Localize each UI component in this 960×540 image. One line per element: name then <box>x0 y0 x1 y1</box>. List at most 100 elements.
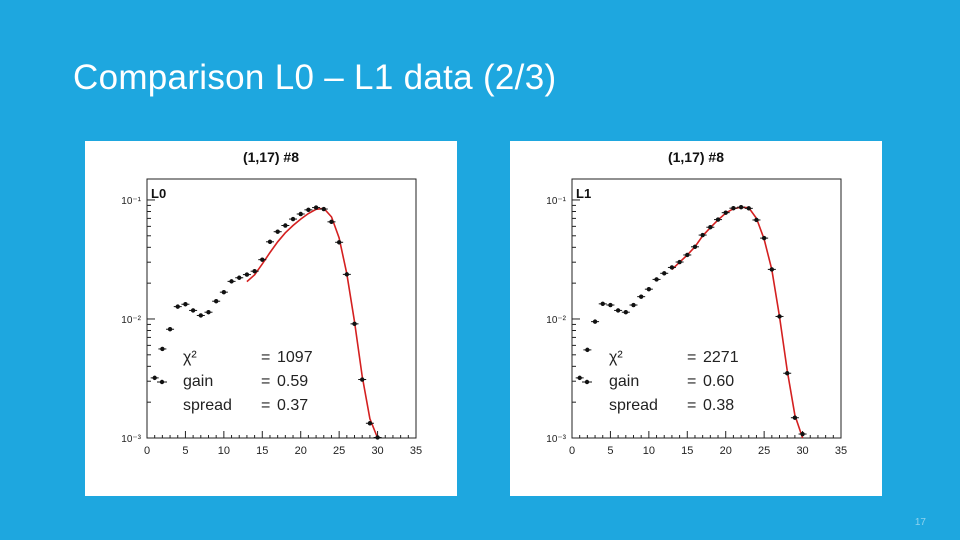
fit-stat-value: 0.60 <box>703 373 735 390</box>
data-point <box>296 211 305 217</box>
data-marker <box>592 319 598 324</box>
data-marker <box>344 272 350 277</box>
data-point <box>714 217 723 222</box>
fit-stat-value: 1097 <box>277 349 313 366</box>
data-point <box>365 421 374 426</box>
fit-stat-eq: = <box>261 397 271 414</box>
data-marker <box>638 294 644 299</box>
x-tick-label: 10 <box>643 445 655 457</box>
data-marker <box>731 205 736 211</box>
x-tick-label: 15 <box>681 445 693 457</box>
fit-stat-value: 0.37 <box>277 397 309 414</box>
chart-panel-l0: (1,17) #8 L0 0 5 10 15 20 25 30 35 10⁻³ 10⁻² 10⁻¹ χ²… <box>85 141 457 496</box>
data-point <box>752 217 761 223</box>
y-tick-label: 10⁻³ <box>121 434 141 445</box>
plot-frame <box>571 178 842 439</box>
data-point <box>729 205 738 211</box>
data-point <box>606 302 615 308</box>
data-marker <box>190 308 196 313</box>
data-marker <box>306 207 311 213</box>
data-marker <box>708 225 713 230</box>
panel-tag-label: L1 <box>576 186 591 201</box>
data-point <box>652 277 661 282</box>
fit-stat-gain: gain = 0.59 <box>183 370 313 394</box>
data-marker <box>792 415 798 420</box>
data-marker <box>769 267 775 272</box>
data-marker <box>623 310 628 315</box>
data-point <box>706 225 715 230</box>
data-point <box>289 216 298 222</box>
data-marker <box>600 301 605 307</box>
data-marker <box>738 204 744 210</box>
fit-stat-spread: spread = 0.37 <box>183 394 313 418</box>
data-point <box>219 289 228 295</box>
data-point <box>196 313 205 318</box>
y-tick-label: 10⁻¹ <box>546 196 566 207</box>
data-point <box>350 321 359 327</box>
fit-stat-key: gain <box>609 373 640 390</box>
fit-stat-eq: = <box>687 397 697 414</box>
data-marker <box>198 313 203 318</box>
x-tick-label: 25 <box>333 445 345 457</box>
data-marker <box>329 219 334 225</box>
data-point <box>358 377 367 382</box>
data-point <box>683 252 692 258</box>
data-point <box>158 346 167 352</box>
fit-stat-key: χ² <box>609 349 623 366</box>
data-point <box>575 375 584 381</box>
data-point <box>150 375 159 381</box>
data-point <box>342 272 351 277</box>
data-marker <box>723 210 728 215</box>
data-point <box>235 275 244 280</box>
chart-l0-svg: (1,17) #8 L0 0 5 10 15 20 25 30 35 10⁻³ 10⁻² 10⁻¹ <box>121 149 422 457</box>
data-point <box>327 219 336 225</box>
x-tick-label: 30 <box>796 445 808 457</box>
chart-title: (1,17) #8 <box>243 149 299 165</box>
data-marker <box>244 272 250 277</box>
data-point <box>598 301 607 307</box>
chart-title: (1,17) #8 <box>668 149 724 165</box>
x-tick-label: 35 <box>410 445 422 457</box>
chart-panel-l1: (1,17) #8 L1 0 5 10 15 20 25 30 35 10⁻³ 10⁻² 10⁻¹ χ²… <box>510 141 882 496</box>
data-marker <box>175 304 180 309</box>
data-point <box>629 302 638 308</box>
fit-stat-value: 0.59 <box>277 373 309 390</box>
data-point <box>173 304 182 309</box>
data-marker <box>761 235 767 241</box>
data-marker <box>283 223 288 228</box>
data-point <box>760 235 769 241</box>
slide-number: 17 <box>914 517 926 528</box>
data-marker <box>631 302 636 308</box>
fit-stat-key: χ² <box>183 349 197 366</box>
data-marker <box>677 259 682 265</box>
data-marker <box>615 308 621 313</box>
data-marker <box>275 229 280 234</box>
y-tick-label: 10⁻² <box>546 315 566 326</box>
x-tick-label: 5 <box>182 445 188 457</box>
data-marker <box>321 206 326 212</box>
x-tick-label: 10 <box>218 445 230 457</box>
data-marker <box>229 279 234 284</box>
data-point <box>189 308 198 313</box>
data-point <box>227 279 236 284</box>
x-tick-label: 15 <box>256 445 268 457</box>
data-marker <box>152 375 157 381</box>
fit-stat-key: spread <box>609 397 658 414</box>
data-marker <box>336 240 342 245</box>
data-point <box>304 207 313 213</box>
x-tick-label: 35 <box>835 445 847 457</box>
data-marker <box>692 244 698 250</box>
data-marker <box>777 314 782 319</box>
legend-marker <box>582 379 592 385</box>
data-marker <box>685 252 690 258</box>
data-point <box>312 205 321 210</box>
data-point <box>737 204 746 210</box>
fit-stat-chi2: χ² = 2271 <box>609 346 739 370</box>
fit-curve <box>246 207 379 439</box>
x-tick-label: 30 <box>371 445 383 457</box>
data-marker <box>206 310 211 315</box>
data-marker <box>252 269 257 274</box>
data-marker <box>375 435 380 440</box>
data-marker <box>367 421 373 426</box>
data-marker <box>608 302 613 308</box>
